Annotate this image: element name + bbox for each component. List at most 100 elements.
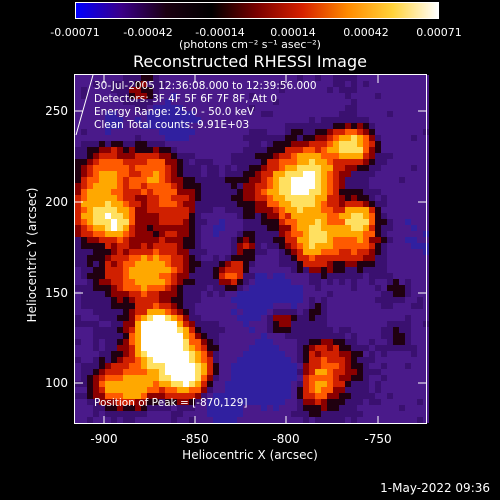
image-pixel bbox=[225, 345, 231, 351]
image-pixel bbox=[387, 219, 393, 225]
image-pixel bbox=[405, 291, 411, 297]
image-pixel bbox=[393, 201, 399, 207]
image-pixel bbox=[141, 357, 147, 363]
image-pixel bbox=[183, 117, 189, 123]
image-pixel bbox=[357, 399, 363, 405]
image-pixel bbox=[153, 285, 159, 291]
image-pixel bbox=[255, 273, 261, 279]
image-pixel bbox=[207, 225, 213, 231]
image-pixel bbox=[297, 135, 303, 141]
image-pixel bbox=[183, 201, 189, 207]
image-pixel bbox=[273, 213, 279, 219]
image-pixel bbox=[321, 231, 327, 237]
image-pixel bbox=[75, 147, 81, 153]
image-pixel bbox=[321, 237, 327, 243]
image-pixel bbox=[381, 147, 387, 153]
image-pixel bbox=[399, 159, 405, 165]
image-pixel bbox=[225, 411, 231, 417]
image-pixel bbox=[75, 195, 81, 201]
image-pixel bbox=[207, 213, 213, 219]
image-pixel bbox=[303, 213, 309, 219]
image-pixel bbox=[345, 303, 351, 309]
image-pixel bbox=[315, 333, 321, 339]
image-pixel bbox=[189, 405, 195, 411]
image-pixel bbox=[285, 213, 291, 219]
image-pixel bbox=[129, 375, 135, 381]
image-pixel bbox=[81, 405, 87, 411]
image-pixel bbox=[411, 249, 417, 255]
image-pixel bbox=[261, 207, 267, 213]
image-pixel bbox=[141, 213, 147, 219]
image-pixel bbox=[369, 279, 375, 285]
image-pixel bbox=[249, 243, 255, 249]
image-pixel bbox=[399, 99, 405, 105]
image-pixel bbox=[387, 339, 393, 345]
image-pixel bbox=[393, 231, 399, 237]
image-pixel bbox=[81, 81, 87, 87]
image-pixel bbox=[285, 285, 291, 291]
image-pixel bbox=[267, 225, 273, 231]
image-pixel bbox=[261, 267, 267, 273]
image-pixel bbox=[333, 201, 339, 207]
image-pixel bbox=[243, 87, 249, 93]
image-pixel bbox=[75, 303, 81, 309]
image-pixel bbox=[159, 147, 165, 153]
image-pixel bbox=[213, 345, 219, 351]
image-pixel bbox=[411, 147, 417, 153]
image-pixel bbox=[189, 309, 195, 315]
image-pixel bbox=[81, 291, 87, 297]
image-pixel bbox=[333, 237, 339, 243]
image-pixel bbox=[87, 195, 93, 201]
image-pixel bbox=[135, 321, 141, 327]
image-pixel bbox=[237, 75, 243, 81]
image-pixel bbox=[405, 261, 411, 267]
image-pixel bbox=[255, 243, 261, 249]
image-pixel bbox=[165, 195, 171, 201]
image-pixel bbox=[243, 219, 249, 225]
image-pixel bbox=[387, 375, 393, 381]
image-pixel bbox=[99, 285, 105, 291]
image-pixel bbox=[225, 333, 231, 339]
image-pixel bbox=[417, 291, 423, 297]
image-pixel bbox=[315, 309, 321, 315]
image-pixel bbox=[387, 273, 393, 279]
image-pixel bbox=[339, 171, 345, 177]
image-pixel bbox=[333, 249, 339, 255]
image-pixel bbox=[171, 105, 177, 111]
image-pixel bbox=[381, 105, 387, 111]
image-pixel bbox=[225, 273, 231, 279]
image-pixel bbox=[393, 387, 399, 393]
image-pixel bbox=[261, 177, 267, 183]
image-pixel bbox=[255, 309, 261, 315]
image-pixel bbox=[99, 273, 105, 279]
image-pixel bbox=[189, 237, 195, 243]
image-pixel bbox=[285, 327, 291, 333]
image-pixel bbox=[147, 279, 153, 285]
image-pixel bbox=[219, 147, 225, 153]
image-pixel bbox=[225, 255, 231, 261]
image-pixel bbox=[111, 99, 117, 105]
image-pixel bbox=[321, 93, 327, 99]
image-pixel bbox=[249, 201, 255, 207]
image-pixel bbox=[171, 99, 177, 105]
image-pixel bbox=[153, 309, 159, 315]
image-pixel bbox=[81, 339, 87, 345]
image-pixel bbox=[243, 261, 249, 267]
image-pixel bbox=[333, 147, 339, 153]
image-pixel bbox=[213, 153, 219, 159]
image-pixel bbox=[375, 297, 381, 303]
image-pixel bbox=[129, 141, 135, 147]
image-pixel bbox=[357, 267, 363, 273]
image-pixel bbox=[207, 387, 213, 393]
image-pixel bbox=[291, 207, 297, 213]
image-pixel bbox=[297, 303, 303, 309]
image-pixel bbox=[273, 189, 279, 195]
image-pixel bbox=[261, 237, 267, 243]
image-pixel bbox=[399, 369, 405, 375]
image-pixel bbox=[405, 273, 411, 279]
image-pixel bbox=[267, 315, 273, 321]
image-pixel bbox=[213, 243, 219, 249]
image-pixel bbox=[333, 105, 339, 111]
image-pixel bbox=[207, 381, 213, 387]
image-pixel bbox=[393, 273, 399, 279]
